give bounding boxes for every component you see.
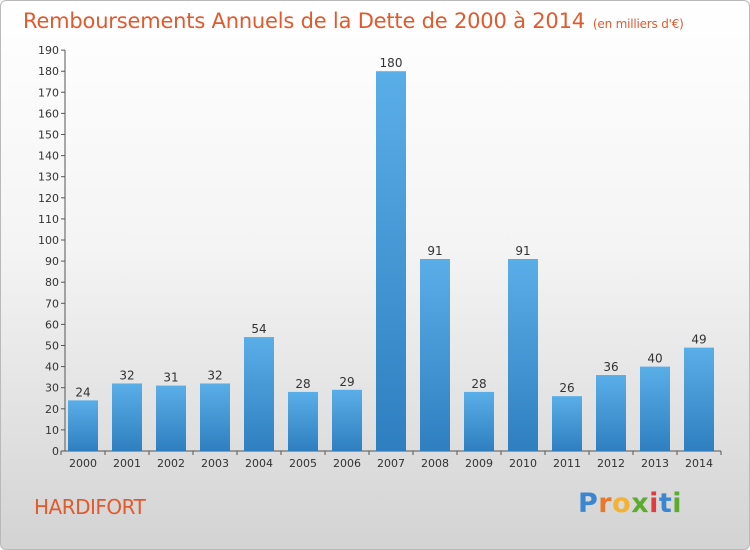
logo-letter: i <box>672 488 683 519</box>
chart-subtitle: (en milliers d'€) <box>592 17 684 31</box>
bar-value-label: 29 <box>339 375 354 389</box>
chart-title: Remboursements Annuels de la Dette de 20… <box>23 9 684 33</box>
x-tick-label: 2013 <box>641 457 669 470</box>
x-tick-label: 2009 <box>465 457 493 470</box>
y-tick-label: 80 <box>45 276 59 289</box>
x-tick-label: 2003 <box>201 457 229 470</box>
x-tick-label: 2005 <box>289 457 317 470</box>
proxiti-logo: Proxiti <box>578 488 682 519</box>
bar-value-label: 180 <box>380 56 403 70</box>
logo-letter: r <box>598 488 613 519</box>
y-tick-label: 150 <box>38 129 59 142</box>
bar-value-label: 36 <box>603 360 618 374</box>
bar <box>552 396 582 451</box>
logo-letter: i <box>649 488 659 519</box>
y-tick-label: 180 <box>38 65 59 78</box>
y-tick-label: 30 <box>45 382 59 395</box>
x-tick-label: 2011 <box>553 457 581 470</box>
bar <box>244 337 274 451</box>
x-tick-label: 2007 <box>377 457 405 470</box>
bar <box>288 391 318 451</box>
y-tick-label: 40 <box>45 361 59 374</box>
y-tick-label: 130 <box>38 171 59 184</box>
logo-letter: o <box>612 488 632 519</box>
bar <box>684 347 714 451</box>
bar <box>596 375 626 451</box>
y-tick-label: 10 <box>45 424 59 437</box>
logo-letter: P <box>578 488 599 519</box>
chart-title-text: Remboursements Annuels de la Dette de 20… <box>23 9 585 33</box>
bar-value-label: 32 <box>207 368 222 382</box>
y-tick-label: 60 <box>45 318 59 331</box>
bar <box>68 400 98 451</box>
x-tick-label: 2014 <box>685 457 713 470</box>
x-tick-label: 2008 <box>421 457 449 470</box>
bar-value-label: 49 <box>691 333 706 347</box>
x-tick-label: 2012 <box>597 457 625 470</box>
logo-letter: x <box>631 488 650 519</box>
y-tick-label: 120 <box>38 192 59 205</box>
bar <box>420 258 450 451</box>
y-tick-label: 190 <box>38 44 59 57</box>
x-tick-label: 2000 <box>69 457 97 470</box>
bar-value-label: 28 <box>295 377 310 391</box>
y-tick-label: 110 <box>38 213 59 226</box>
y-tick-label: 90 <box>45 255 59 268</box>
y-tick-label: 140 <box>38 150 59 163</box>
bar <box>640 366 670 451</box>
bar-value-label: 24 <box>75 385 90 399</box>
y-tick-label: 50 <box>45 340 59 353</box>
y-tick-label: 70 <box>45 297 59 310</box>
x-tick-label: 2006 <box>333 457 361 470</box>
bar <box>200 383 230 451</box>
bar <box>464 391 494 451</box>
bar-value-label: 40 <box>647 352 662 366</box>
commune-name: HARDIFORT <box>34 495 146 519</box>
bar <box>332 389 362 451</box>
bar-value-label: 31 <box>163 371 178 385</box>
bar-value-label: 91 <box>515 244 530 258</box>
logo-letter: t <box>658 488 673 519</box>
bar-value-label: 26 <box>559 381 574 395</box>
bar-value-label: 28 <box>471 377 486 391</box>
x-tick-label: 2010 <box>509 457 537 470</box>
bar-value-label: 54 <box>251 322 266 336</box>
x-tick-label: 2001 <box>113 457 141 470</box>
bar-value-label: 91 <box>427 244 442 258</box>
bar-value-label: 32 <box>119 368 134 382</box>
y-tick-label: 160 <box>38 107 59 120</box>
bar <box>156 385 186 451</box>
y-tick-label: 0 <box>52 445 59 458</box>
bar <box>508 258 538 451</box>
x-tick-label: 2002 <box>157 457 185 470</box>
x-tick-label: 2004 <box>245 457 273 470</box>
bar <box>112 383 142 451</box>
y-tick-label: 100 <box>38 234 59 247</box>
y-tick-label: 20 <box>45 403 59 416</box>
bar <box>376 71 406 451</box>
y-tick-label: 170 <box>38 86 59 99</box>
